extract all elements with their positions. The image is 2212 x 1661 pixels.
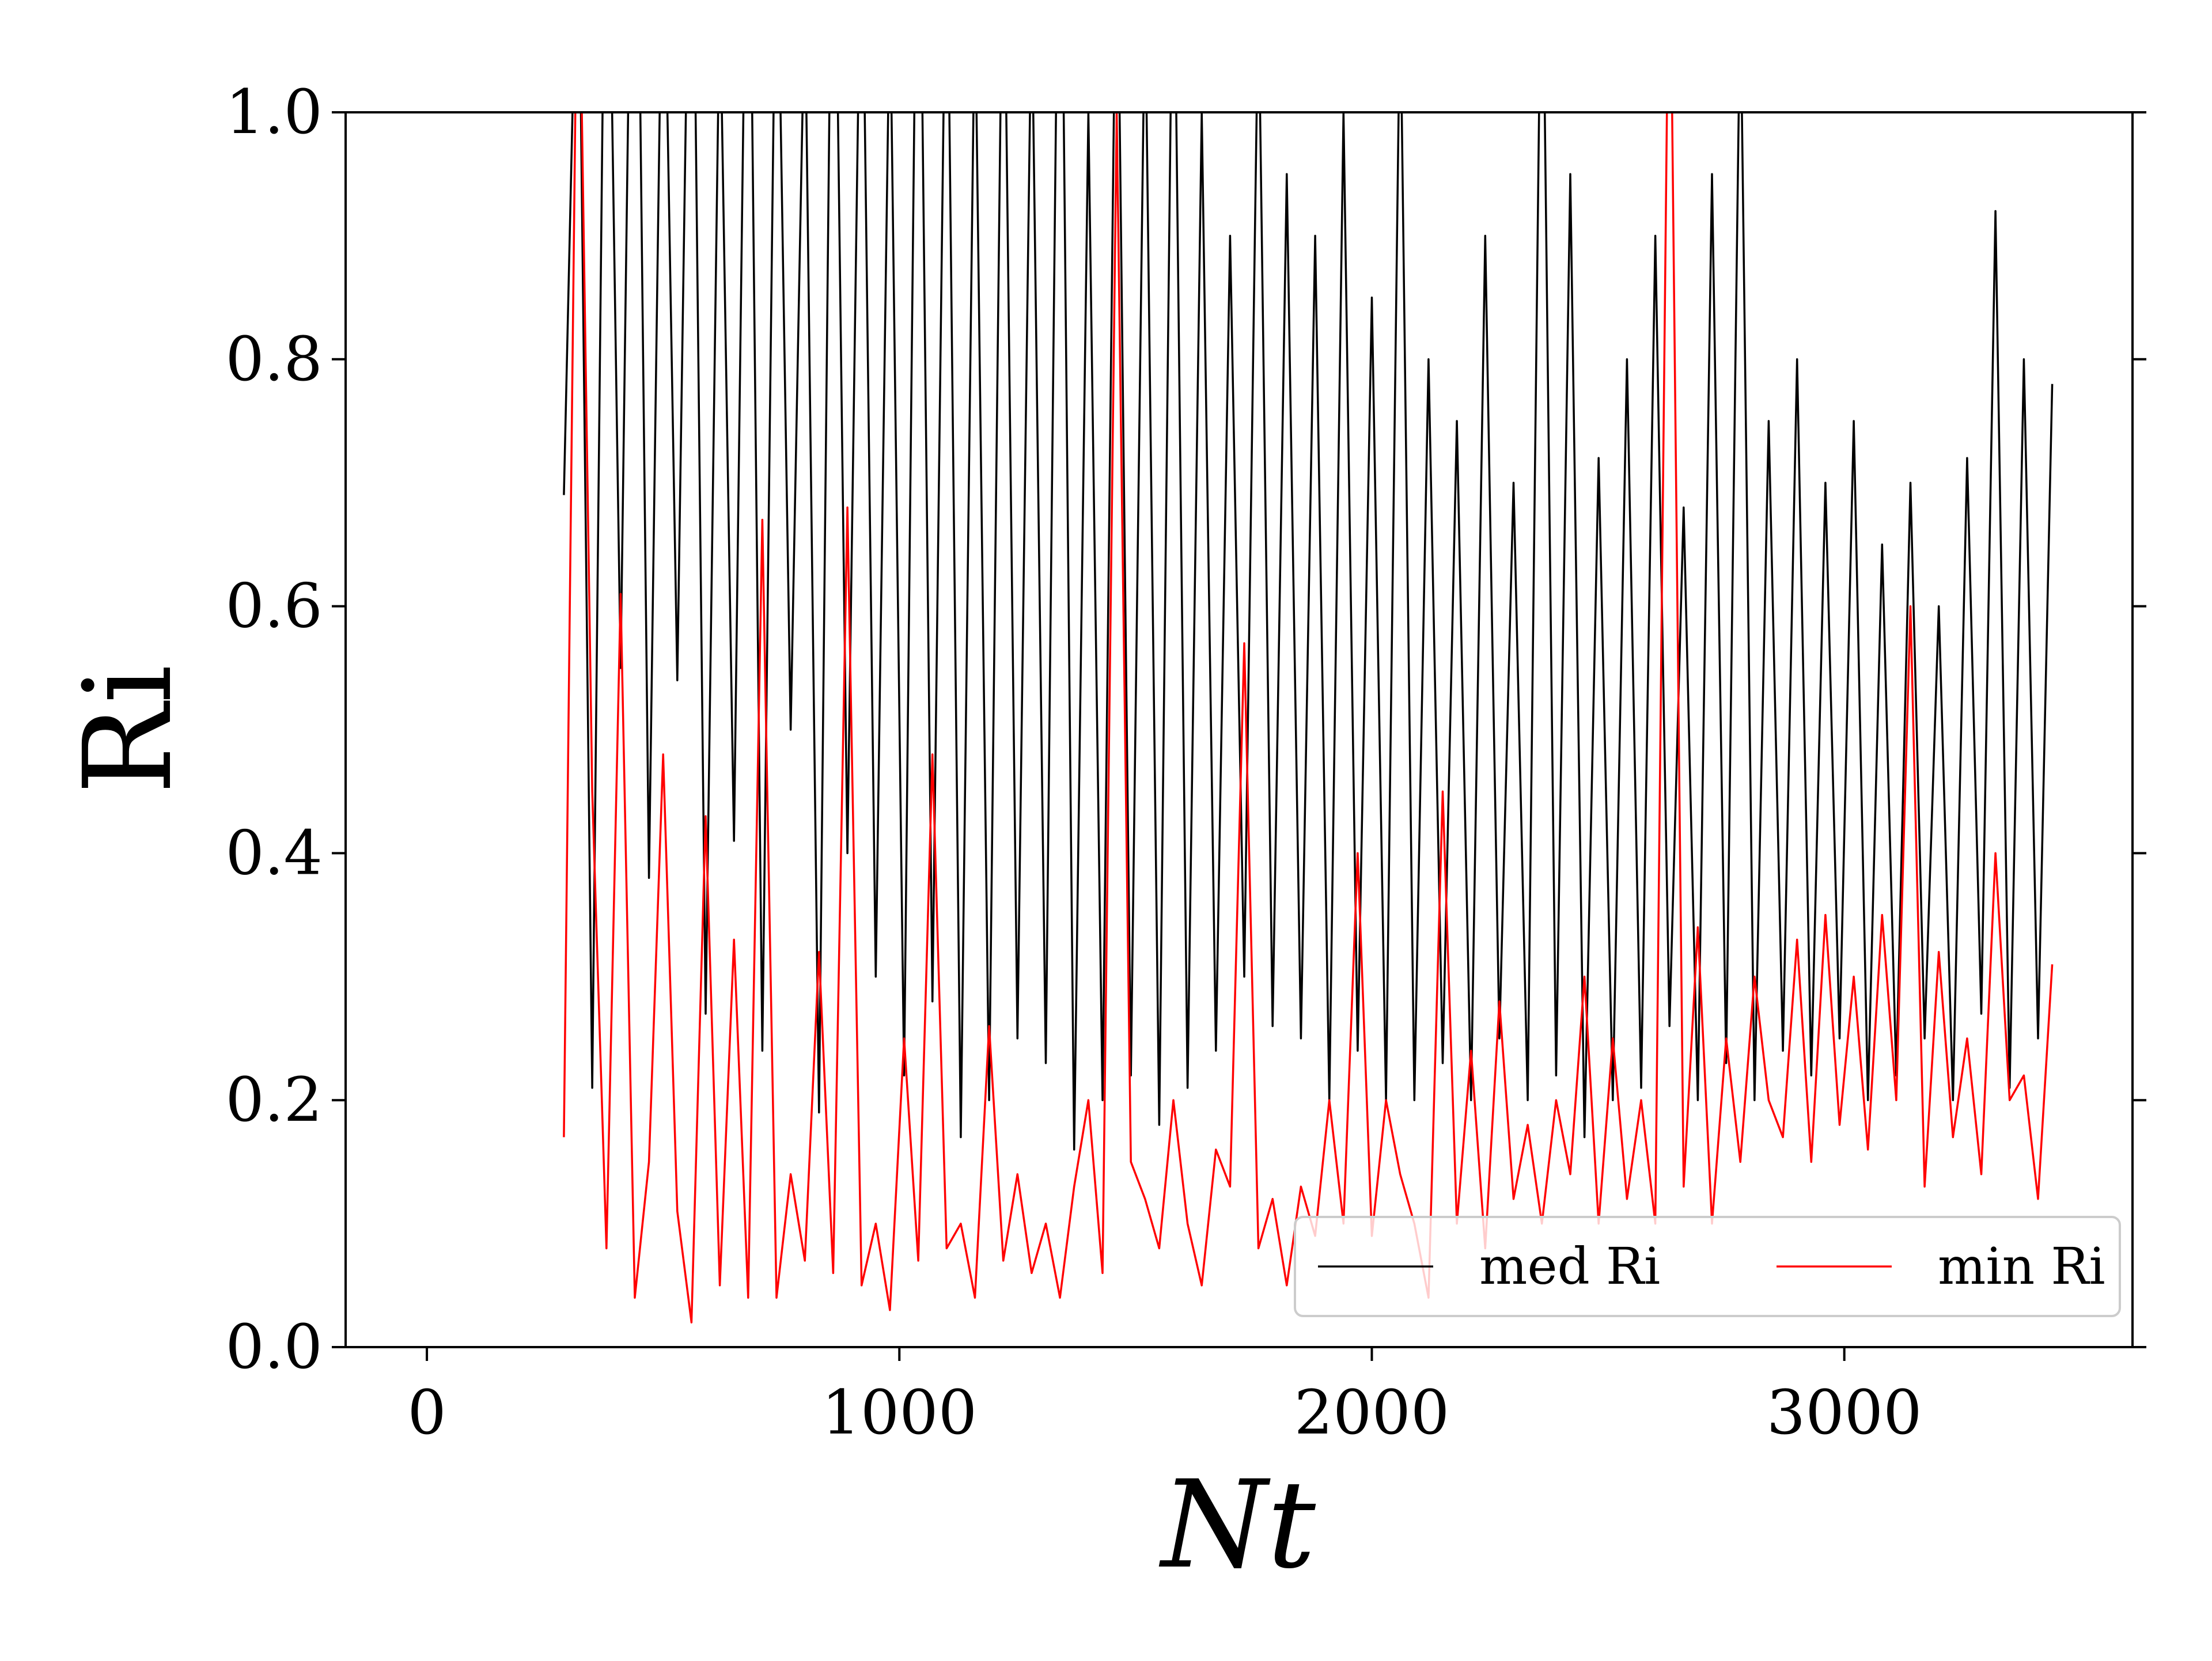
y-tick-label: 1.0	[225, 77, 323, 147]
x-tick-label: 0	[407, 1377, 446, 1448]
legend-label: med Ri	[1479, 1237, 1660, 1296]
plot-lines	[563, 112, 2054, 1324]
legend-box	[1294, 1216, 2121, 1317]
data-line	[563, 112, 2054, 1324]
x-tick-label: 2000	[1294, 1377, 1450, 1448]
x-tick-label: 1000	[821, 1377, 977, 1448]
y-tick-label: 0.6	[225, 571, 323, 642]
y-tick-label: 0.4	[225, 817, 323, 888]
x-axis-label: Nt	[1158, 1454, 1316, 1595]
y-tick-label: 0.0	[225, 1311, 323, 1382]
y-tick-label: 0.8	[225, 324, 323, 395]
x-tick-label: 3000	[1767, 1377, 1922, 1448]
y-axis-label: Ri	[58, 665, 199, 794]
legend-label: min Ri	[1938, 1237, 2105, 1296]
axes-frame	[344, 111, 2134, 1348]
y-tick-label: 0.2	[225, 1064, 323, 1135]
data-line	[563, 112, 2054, 1151]
